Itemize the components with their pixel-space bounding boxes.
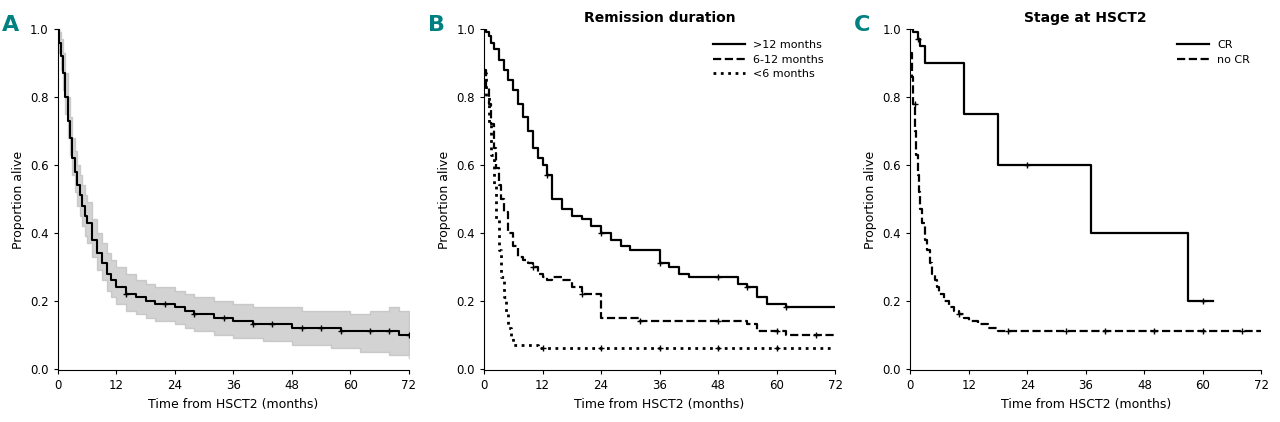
Legend: CR, no CR: CR, no CR [1172,35,1256,70]
Text: B: B [428,16,445,35]
Title: Stage at HSCT2: Stage at HSCT2 [1024,11,1147,25]
Title: Remission duration: Remission duration [584,11,736,25]
X-axis label: Time from HSCT2 (months): Time from HSCT2 (months) [148,398,319,411]
Y-axis label: Proportion alive: Proportion alive [864,151,877,249]
Text: C: C [854,16,870,35]
Text: A: A [1,16,19,35]
X-axis label: Time from HSCT2 (months): Time from HSCT2 (months) [1001,398,1171,411]
Legend: >12 months, 6-12 months, <6 months: >12 months, 6-12 months, <6 months [708,35,829,85]
Y-axis label: Proportion alive: Proportion alive [438,151,451,249]
Y-axis label: Proportion alive: Proportion alive [12,151,24,249]
X-axis label: Time from HSCT2 (months): Time from HSCT2 (months) [575,398,745,411]
